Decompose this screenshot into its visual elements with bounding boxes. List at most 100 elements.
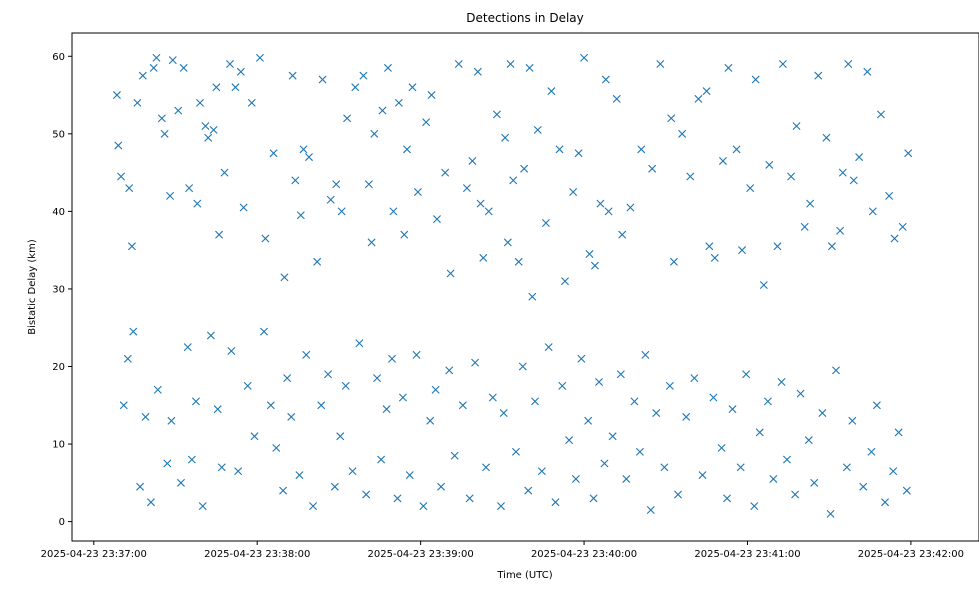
data-point [863,67,872,76]
data-point [123,354,132,363]
data-point [551,498,560,507]
data-point [514,257,523,266]
data-point [133,98,142,107]
data-point [324,370,333,379]
data-point [531,397,540,406]
data-point [209,125,218,134]
data-point [814,71,823,80]
data-point [723,494,732,503]
data-point [351,83,360,92]
data-point [763,397,772,406]
scatter-points [112,53,913,518]
data-point [330,482,339,491]
data-point [608,432,617,441]
data-point [616,370,625,379]
data-point [336,432,345,441]
y-tick-label: 0 [59,517,65,528]
data-point [348,467,357,476]
y-axis-label: Bistatic Delay (km) [27,239,38,335]
data-point [247,98,256,107]
data-point [382,405,391,414]
data-point [782,455,791,464]
data-point [355,339,364,348]
data-point [585,250,594,259]
data-point [441,168,450,177]
data-point [364,180,373,189]
data-point [759,281,768,290]
data-point [525,63,534,72]
data-point [183,343,192,352]
data-point [141,412,150,421]
data-point [656,60,665,69]
data-point [389,207,398,216]
data-point [129,327,138,336]
data-point [800,222,809,231]
data-point [565,436,574,445]
data-point [778,60,787,69]
data-point [533,125,542,134]
x-tick-label: 2025-04-23 23:38:00 [204,549,310,560]
data-point [710,253,719,262]
data-point [501,133,510,142]
data-point [872,401,881,410]
data-point [849,176,858,185]
x-axis-ticks: 2025-04-23 23:37:00 2025-04-23 23:38:00 20… [41,541,964,560]
data-point [119,401,128,410]
data-point [217,463,226,472]
x-tick-label: 2025-04-23 23:41:00 [694,549,800,560]
data-point [881,498,890,507]
data-point [506,60,515,69]
data-point [302,350,311,359]
data-point [612,94,621,103]
data-point [403,145,412,154]
data-point [738,246,747,255]
data-point [836,226,845,235]
y-tick-label: 50 [52,129,65,140]
x-tick-label: 2025-04-23 23:40:00 [531,549,637,560]
data-point [295,471,304,480]
data-point [867,447,876,456]
data-point [604,207,613,216]
data-point [204,133,213,142]
data-point [191,397,200,406]
y-tick-label: 20 [52,362,65,373]
data-point [225,60,234,69]
data-point [112,91,121,100]
data-point [234,467,243,476]
data-point [261,234,270,243]
data-point [146,498,155,507]
data-point [125,184,134,193]
data-point [220,168,229,177]
data-point [299,145,308,154]
plot-frame [71,32,979,542]
data-point [561,277,569,286]
data-point [255,53,264,62]
data-point [280,273,289,282]
data-point [641,350,650,359]
x-tick-label: 2025-04-23 23:37:00 [41,549,147,560]
data-point [318,75,327,84]
data-point [746,184,755,193]
data-point [179,63,188,72]
data-point [163,459,172,468]
data-point [528,292,537,301]
data-point [669,257,678,266]
data-point [537,467,546,476]
data-point [732,145,741,154]
data-point [499,409,508,418]
data-point [167,416,176,425]
data-point [367,238,376,247]
data-point [736,463,745,472]
data-point [187,455,196,464]
y-axis-ticks: 0 10 20 30 40 50 60 [52,52,72,528]
data-point [648,164,657,173]
y-tick-label: 30 [52,284,65,295]
data-point [842,463,851,472]
data-point [243,381,252,390]
data-point [765,160,774,169]
data-point [584,416,593,425]
data-point [574,149,583,158]
data-point [283,374,292,383]
data-point [313,257,322,266]
data-point [337,207,346,216]
